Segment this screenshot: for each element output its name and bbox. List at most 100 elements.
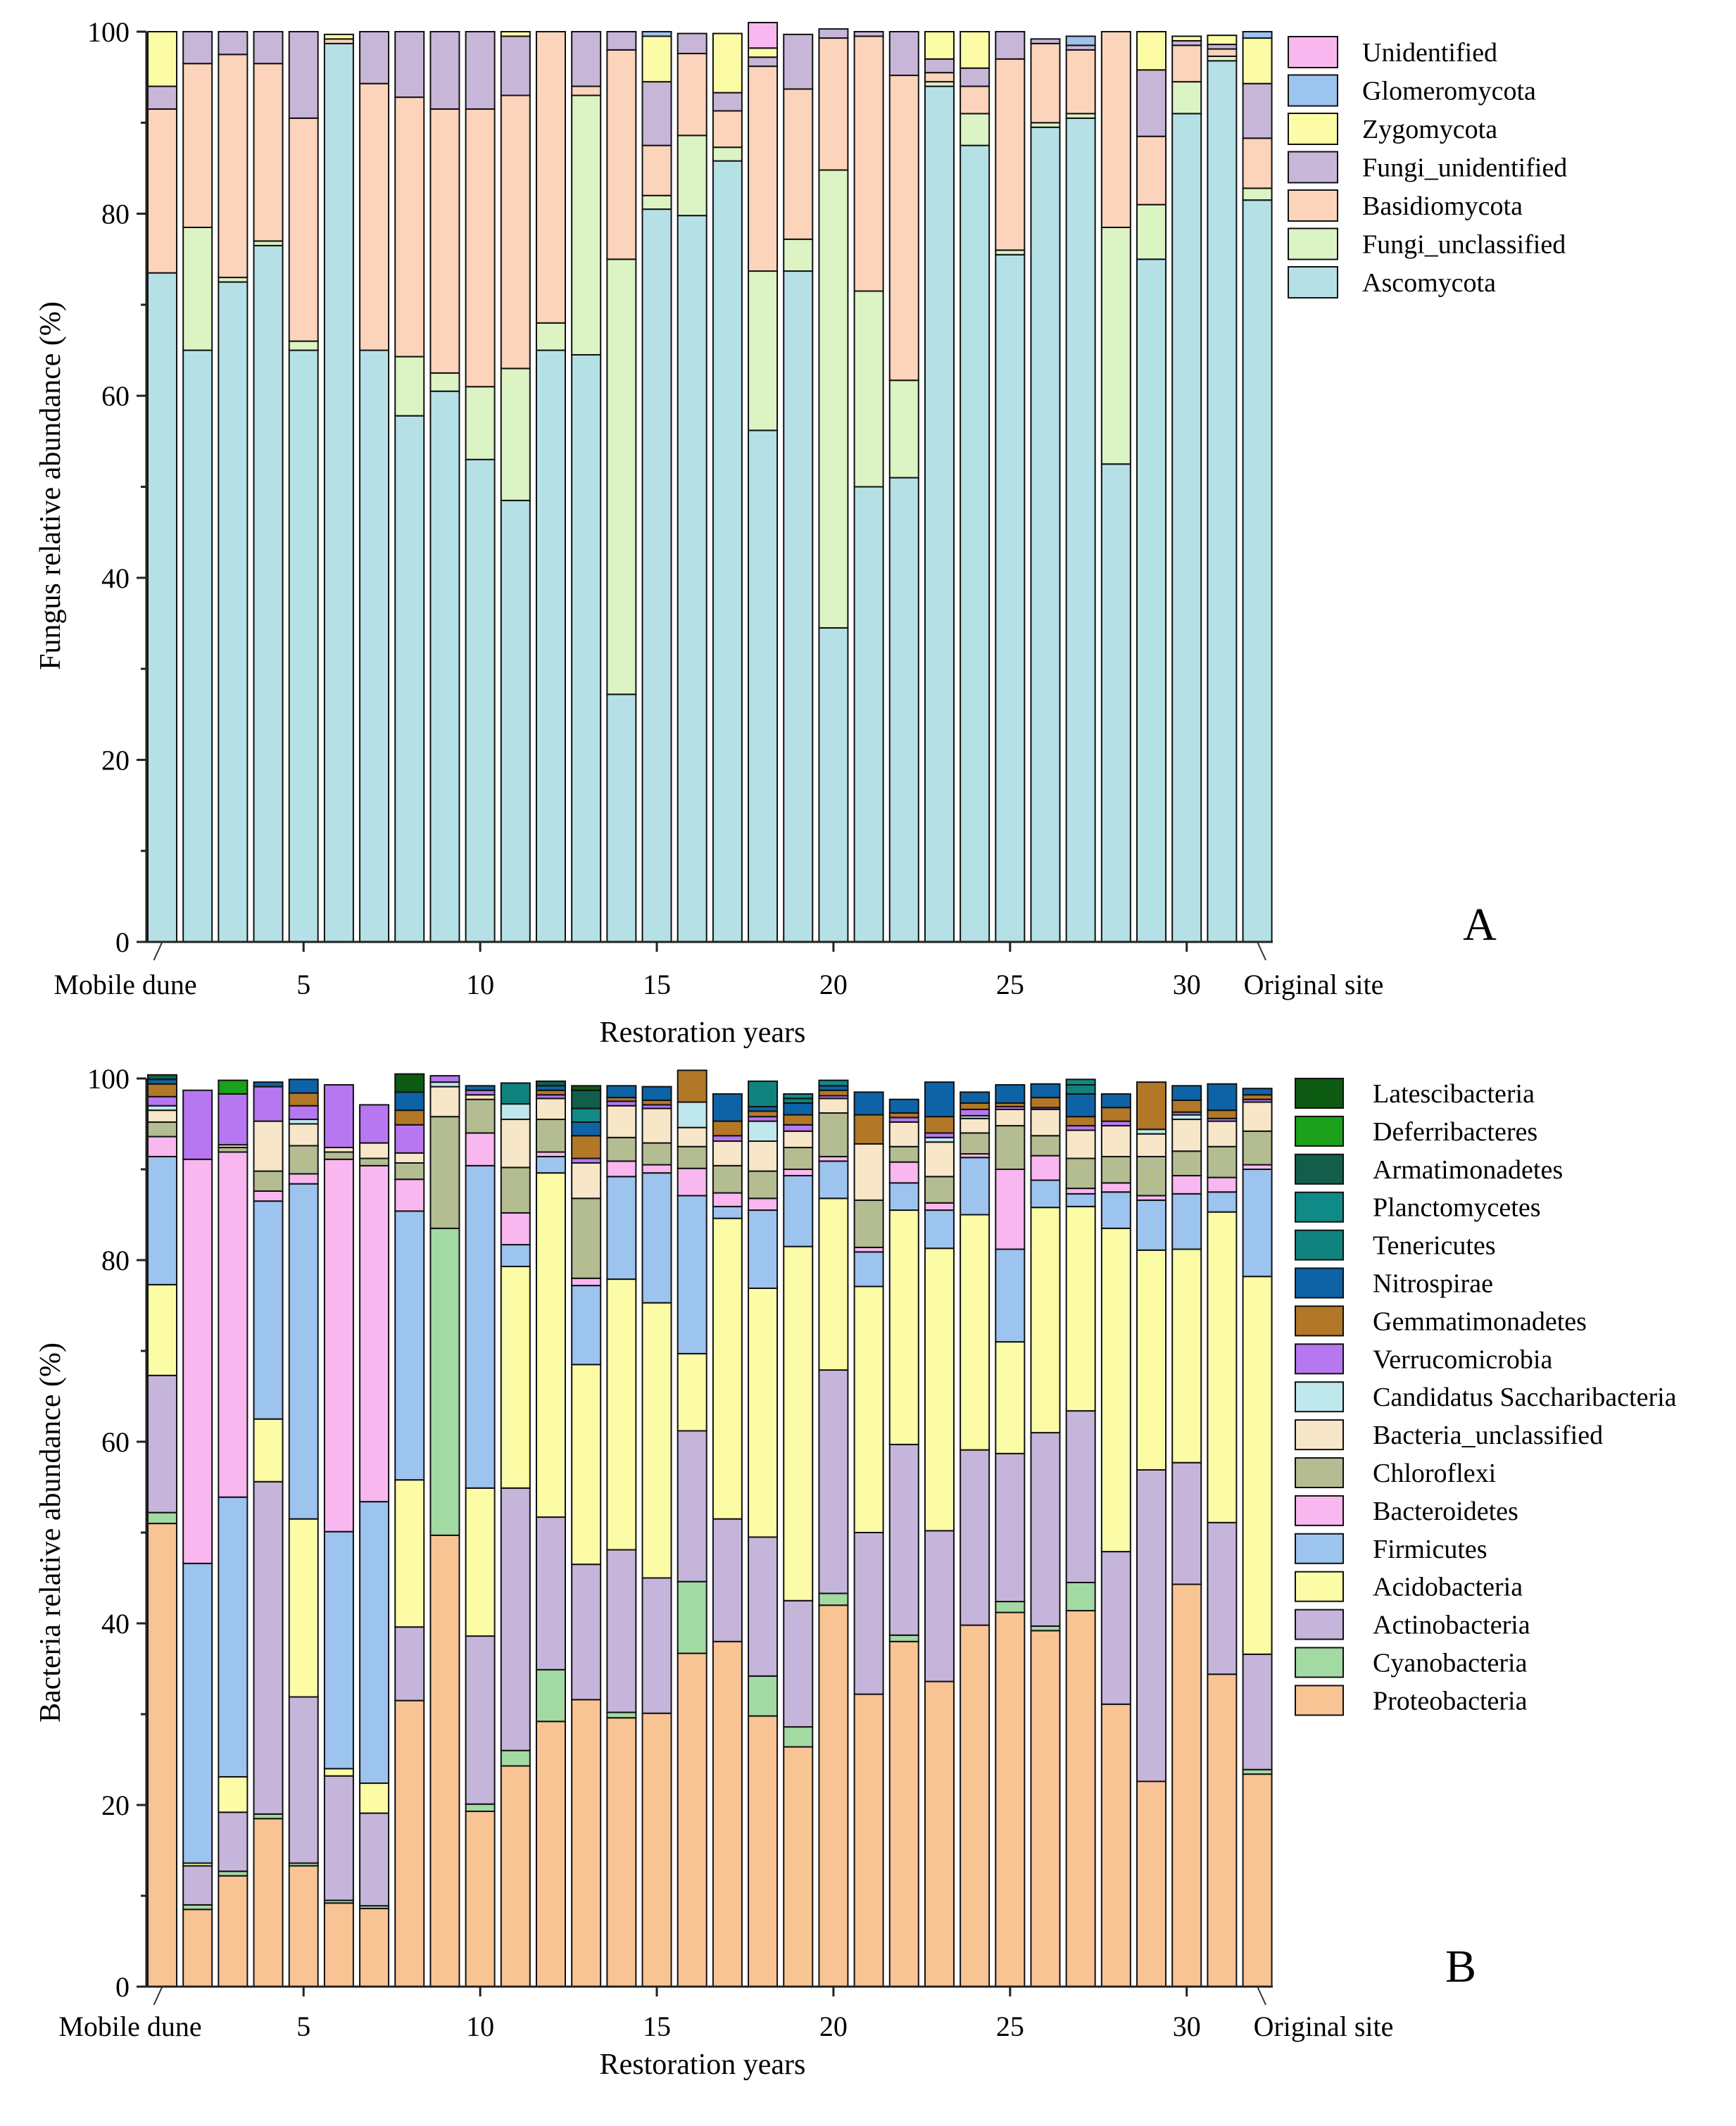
bar-segment-chloroflexi	[359, 1157, 390, 1166]
bar-segment-chloroflexi	[535, 1119, 566, 1153]
bar-segment-chloroflexi	[924, 1176, 955, 1204]
x-axis-title: Restoration years	[600, 1017, 806, 1049]
y-tick-label: 0	[115, 926, 130, 958]
bar-segment-cyanobacteria	[500, 1749, 531, 1767]
bar-segment-verrucomicrobia	[712, 1135, 743, 1143]
bar-segment-actinobacteria	[995, 1452, 1026, 1603]
legend-label: Nitrospirae	[1373, 1269, 1493, 1299]
x-tick-leader	[153, 1986, 163, 2006]
bar-segment-verrucomicrobia	[147, 1095, 177, 1107]
bar-segment-fungi-unclassified	[960, 113, 990, 146]
bar-segment-firmicutes	[924, 1209, 955, 1250]
x-tick-label: 5	[296, 969, 310, 1000]
bar-segment-bacteroidetes	[641, 1164, 672, 1174]
bar-segment-chloroflexi	[500, 1166, 531, 1214]
bar-segment-proteobacteria	[429, 1534, 460, 1988]
bar-segment-acidobacteria	[147, 1283, 177, 1376]
y-tick-label: 20	[101, 1790, 130, 1821]
bar-segment-fungi-unclassified	[288, 340, 319, 351]
bar-segment-actinobacteria	[1207, 1521, 1238, 1675]
bar-segment-basidiomycota	[429, 108, 460, 374]
legend-label: Fungi_unclassified	[1362, 230, 1566, 260]
bar-segment-proteobacteria	[535, 1721, 566, 1988]
bar-segment-actinobacteria	[748, 1536, 779, 1677]
bar-segment-gemmatimonadetes	[1100, 1107, 1131, 1122]
bar-segment-ascomycota	[1242, 199, 1273, 943]
bar-segment-zygomycota	[1136, 31, 1167, 71]
bar-segment-ascomycota	[1136, 258, 1167, 943]
bar-segment-actinobacteria	[218, 1811, 249, 1873]
bar-segment-proteobacteria	[323, 1902, 354, 1988]
bar-segment-acidobacteria	[1207, 1211, 1238, 1523]
bar-segment-bacteria-unclassified	[888, 1121, 919, 1147]
bar-segment-firmicutes	[888, 1182, 919, 1212]
legend-swatch	[1295, 1078, 1344, 1109]
bar-segment-fungi-unclassified	[677, 134, 707, 217]
bar-segment-nitrospirae	[783, 1102, 814, 1116]
bar-segment-acidobacteria	[500, 1266, 531, 1489]
x-tick-leader	[1257, 1986, 1266, 2006]
bar-segment-proteobacteria	[288, 1865, 319, 1987]
x-axis-title: Restoration years	[600, 2049, 806, 2081]
bar-segment-basidiomycota	[1242, 137, 1273, 189]
bar-segment-cyanobacteria	[818, 1592, 849, 1606]
bar-segment-fungi-unidentified	[394, 31, 425, 99]
bar-segment-ascomycota	[783, 270, 814, 943]
bar-segment-basidiomycota	[712, 110, 743, 149]
bar-segment-acidobacteria	[253, 1418, 284, 1483]
bar-segment-chloroflexi	[677, 1145, 707, 1169]
bar-segment-ascomycota	[1171, 113, 1202, 943]
bar-segment-firmicutes	[1136, 1199, 1167, 1251]
bar-segment-gemmatimonadetes	[960, 1102, 990, 1110]
bar-segment-firmicutes	[394, 1210, 425, 1481]
x-tick-label: 20	[819, 969, 848, 1000]
bar-segment-acidobacteria	[818, 1197, 849, 1371]
bar-segment-zygomycota	[712, 32, 743, 94]
bar-segment-proteobacteria	[960, 1624, 990, 1988]
bar-segment-firmicutes	[1242, 1169, 1273, 1278]
bar-segment-nitrospirae	[253, 1081, 284, 1088]
x-tick-label: 30	[1173, 2011, 1201, 2042]
bar-segment-fungi-unclassified	[429, 372, 460, 392]
bar-segment-glomeromycota	[1242, 31, 1273, 39]
bar-segment-fungi-unidentified	[960, 67, 990, 87]
bar-segment-actinobacteria	[783, 1599, 814, 1728]
x-tick-label: Mobile dune	[58, 2011, 201, 2042]
bar-segment-acidobacteria	[748, 1287, 779, 1538]
bar-segment-firmicutes	[606, 1176, 637, 1281]
bar-segment-bacteroidetes	[712, 1192, 743, 1207]
bar-segment-ascomycota	[288, 349, 319, 943]
bar-segment-bacteroidetes	[1207, 1176, 1238, 1193]
bar-segment-bacteroidetes	[888, 1161, 919, 1184]
bar-segment-proteobacteria	[995, 1611, 1026, 1987]
bar-segment-ascomycota	[182, 349, 213, 943]
bar-segment-ascomycota	[677, 215, 707, 943]
bar-segment-verrucomicrobia	[960, 1108, 990, 1117]
bar-segment-ascomycota	[888, 477, 919, 943]
bar-segment-proteobacteria	[641, 1712, 672, 1987]
bar-segment-candidatus-saccharibacteria	[500, 1103, 531, 1121]
bar-segment-ascomycota	[500, 499, 531, 943]
bar-segment-fungi-unidentified	[359, 31, 390, 84]
bar-segment-bacteria-unclassified	[783, 1130, 814, 1149]
bar-segment-basidiomycota	[783, 88, 814, 240]
legend: Latescibacteria Deferribacteres Armatimona…	[1295, 1078, 1677, 1716]
bar-segment-proteobacteria	[1030, 1630, 1061, 1988]
bar-segment-firmicutes	[1171, 1193, 1202, 1250]
bar-segment-nitrospirae	[853, 1091, 884, 1116]
bar-segment-acidobacteria	[288, 1518, 319, 1698]
legend-swatch	[1295, 1381, 1344, 1413]
bar-segment-acidobacteria	[359, 1782, 390, 1814]
bar-segment-basidiomycota	[465, 108, 496, 388]
bar-segment-fungi-unclassified	[571, 94, 602, 356]
bar-segment-proteobacteria	[147, 1523, 177, 1988]
bar-segment-chloroflexi	[323, 1151, 354, 1160]
legend-label: Acidobacteria	[1373, 1573, 1523, 1602]
bar-segment-basidiomycota	[359, 82, 390, 351]
bar-segment-bacteroidetes	[253, 1190, 284, 1202]
bar-segment-fungi-unidentified	[429, 31, 460, 110]
bar-segment-basidiomycota	[1136, 135, 1167, 206]
x-tick-label: 30	[1173, 969, 1201, 1000]
bar-segment-basidiomycota	[818, 37, 849, 171]
